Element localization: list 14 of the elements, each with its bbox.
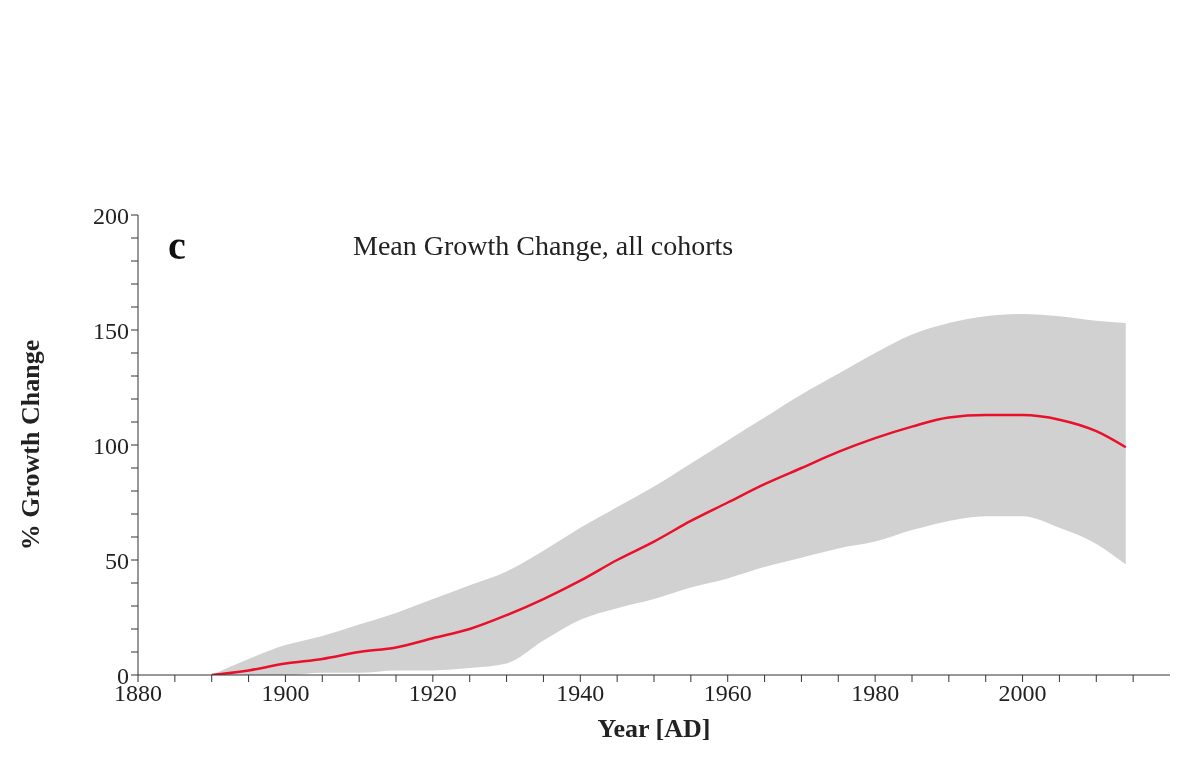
x-tick-label: 1980 <box>851 680 900 707</box>
x-tick-label: 1940 <box>556 680 605 707</box>
annotation: c <box>168 222 186 269</box>
x-tick-label: 2000 <box>998 680 1047 707</box>
text: Mean Growth Change, all cohorts <box>353 230 734 262</box>
x-tick-label: 1960 <box>703 680 752 707</box>
x-tick-label: 1900 <box>261 680 310 707</box>
y-tick-label: 150 <box>93 317 129 344</box>
y-axis-title: % Growth Change <box>16 339 46 551</box>
x-axis-title: Year [AD] <box>597 714 711 744</box>
y-tick-label: 50 <box>105 547 129 574</box>
y-tick-label: 100 <box>93 432 129 459</box>
x-tick-label: 1920 <box>408 680 457 707</box>
y-tick-label: 200 <box>93 202 129 229</box>
